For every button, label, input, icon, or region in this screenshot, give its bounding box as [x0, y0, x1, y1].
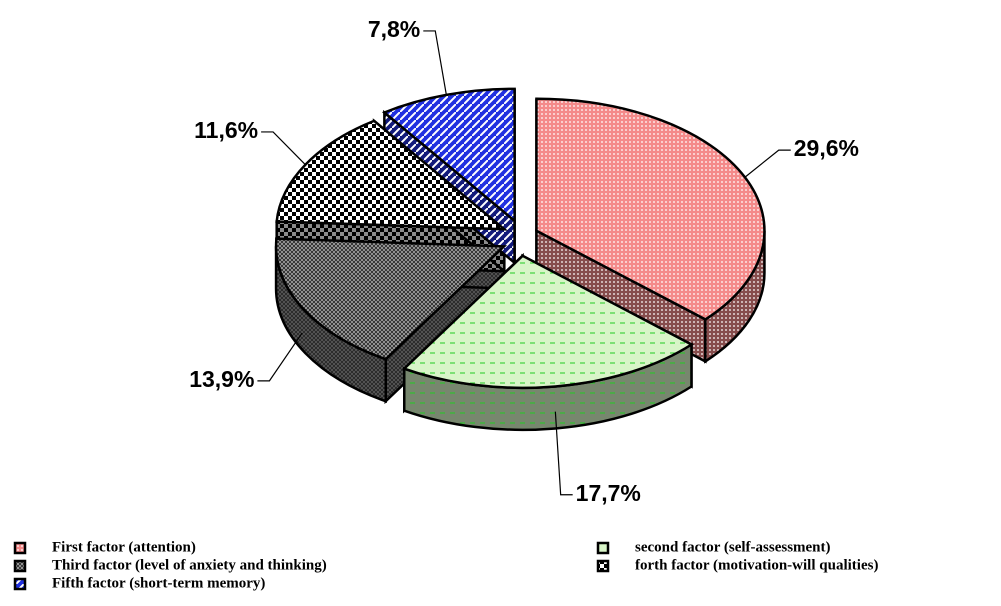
legend-label: Third factor (level of anxiety and think…: [52, 557, 327, 573]
labels: 29,6% 17,7% 13,9% 11,6% 7,8%: [189, 16, 859, 506]
slice: [275, 119, 508, 231]
legend-swatch: [13, 559, 27, 573]
legend: First factor (attention) second factor (s…: [13, 539, 878, 591]
slice: [535, 97, 766, 321]
legend-label: Fifth factor (short-term memory): [52, 575, 265, 591]
legend-swatch: [13, 577, 27, 591]
data-label: 13,9%: [189, 366, 254, 392]
legend-label: second factor (self-assessment): [635, 539, 831, 555]
slice: [381, 87, 516, 224]
legend-swatch: [13, 541, 27, 555]
legend-swatch: [596, 541, 610, 555]
leader-line: [744, 149, 791, 178]
legend-label: First factor (attention): [52, 539, 196, 555]
data-label: 29,6%: [794, 135, 859, 161]
legend-swatch: [596, 559, 610, 573]
slice: [274, 237, 508, 361]
leader-line: [554, 411, 573, 496]
leader-line: [423, 30, 447, 95]
slice: [401, 254, 694, 390]
data-label: 11,6%: [194, 117, 258, 143]
data-label: 7,8%: [368, 16, 420, 42]
leader-line: [261, 131, 306, 166]
pie-tops: [274, 87, 766, 390]
legend-label: forth factor (motivation-will qualities): [635, 557, 878, 573]
data-label: 17,7%: [576, 480, 641, 506]
leader-line: [257, 332, 303, 382]
